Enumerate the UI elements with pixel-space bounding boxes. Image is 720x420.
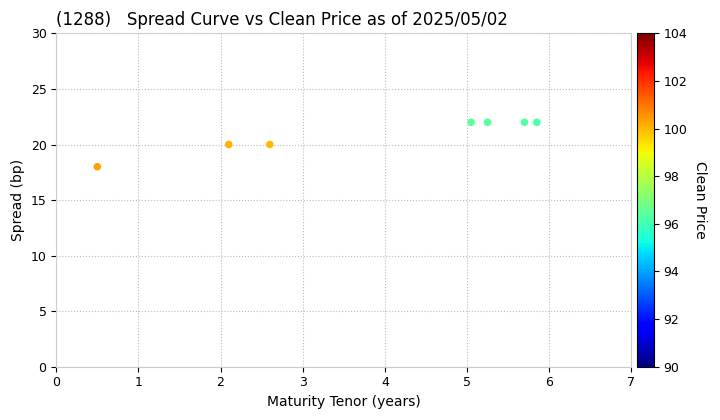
- Point: [518, 119, 530, 126]
- Point: [531, 119, 543, 126]
- Y-axis label: Clean Price: Clean Price: [693, 161, 707, 239]
- X-axis label: Maturity Tenor (years): Maturity Tenor (years): [267, 395, 420, 409]
- Point: [465, 119, 477, 126]
- Point: [264, 141, 276, 148]
- Point: [482, 119, 493, 126]
- Y-axis label: Spread (bp): Spread (bp): [11, 159, 25, 241]
- Point: [223, 141, 235, 148]
- Point: [91, 163, 103, 170]
- Text: (1288)   Spread Curve vs Clean Price as of 2025/05/02: (1288) Spread Curve vs Clean Price as of…: [56, 11, 508, 29]
